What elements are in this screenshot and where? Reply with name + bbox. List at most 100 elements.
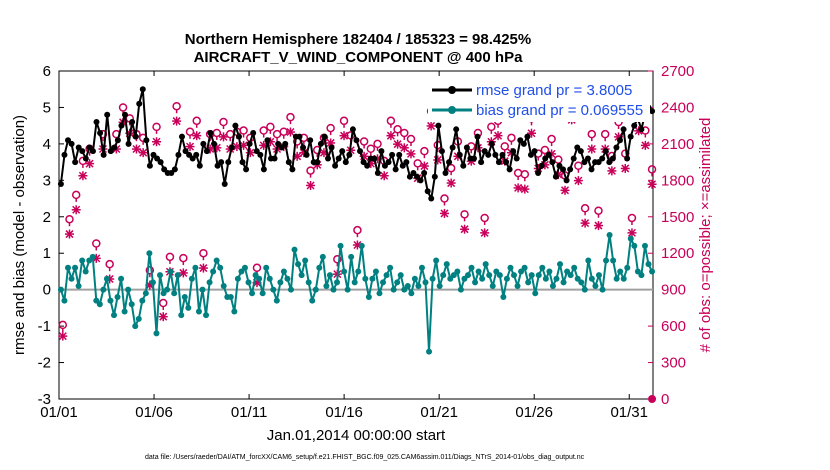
bias-point [241, 264, 248, 271]
obs-assimilated-marker [647, 179, 657, 189]
bias-point [132, 323, 139, 330]
bias-point [185, 304, 192, 311]
rmse-point [549, 159, 556, 166]
bias-point [578, 279, 585, 286]
y-tick-label: 4 [43, 136, 51, 153]
bias-point [486, 272, 493, 279]
rmse-point [609, 155, 616, 162]
bias-point [266, 275, 273, 282]
rmse-point [339, 148, 346, 155]
bias-point [521, 264, 528, 271]
rmse-point [499, 151, 506, 158]
y-tick-label: -2 [38, 355, 51, 372]
rmse-point [193, 151, 200, 158]
bias-point [326, 272, 333, 279]
bias-point [199, 286, 206, 293]
bias-point [82, 268, 89, 275]
obs-assimilated-marker [85, 159, 95, 169]
obs-assimilated-marker [513, 183, 523, 193]
bias-point [231, 308, 238, 315]
bias-point [334, 279, 341, 286]
x-tick-label: 01/16 [325, 404, 363, 421]
rmse-point [552, 173, 559, 180]
bias-point [542, 275, 549, 282]
rmse-point [225, 159, 232, 166]
obs-assimilated-marker [580, 218, 590, 228]
rmse-point [424, 188, 431, 195]
bias-point [351, 279, 358, 286]
rmse-point [374, 170, 381, 177]
rmse-point [68, 140, 75, 147]
bias-point [256, 275, 263, 282]
bias-point [649, 268, 656, 275]
bias-point [57, 286, 64, 293]
bias-point [234, 275, 241, 282]
rmse-point [100, 151, 107, 158]
legend-box [428, 78, 650, 122]
obs-assimilated-marker [419, 161, 429, 171]
rmse-point [82, 155, 89, 162]
bias-point [372, 268, 379, 275]
rmse-point [132, 133, 139, 140]
rmse-point [346, 151, 353, 158]
bias-point [415, 283, 422, 290]
bias-point [546, 268, 553, 275]
legend-label-rmse: rmse grand pr = 3.8005 [476, 82, 632, 99]
bias-point [645, 261, 652, 268]
rmse-point [139, 86, 146, 93]
rmse-point [560, 166, 567, 173]
data-series [57, 86, 656, 355]
rmse-point [474, 133, 481, 140]
bias-point [433, 257, 440, 264]
bias-point [620, 275, 627, 282]
bias-point [613, 275, 620, 282]
rmse-point [503, 159, 510, 166]
x-axis-label: Jan.01,2014 00:00:00 start [267, 427, 446, 444]
bias-point [514, 283, 521, 290]
bias-point [61, 297, 68, 304]
bias-point [128, 301, 135, 308]
rmse-point [303, 151, 310, 158]
obs-assimilated-marker [587, 144, 597, 154]
bias-point [302, 257, 309, 264]
bias-point [436, 283, 443, 290]
y-right-tick-label: 900 [661, 282, 686, 299]
bias-point [603, 257, 610, 264]
x-tick-label: 01/01 [40, 404, 78, 421]
bias-point [64, 264, 71, 271]
x-tick-label: 01/31 [610, 404, 648, 421]
obs-assimilated-marker [78, 171, 88, 181]
rmse-point [435, 122, 442, 129]
rmse-point [61, 151, 68, 158]
bias-point [482, 261, 489, 268]
bias-point [369, 275, 376, 282]
rmse-point [221, 180, 228, 187]
bias-point [319, 253, 326, 260]
rmse-point [89, 148, 96, 155]
rmse-point [146, 162, 153, 169]
bias-point [510, 272, 517, 279]
rmse-point [282, 140, 289, 147]
bias-point [457, 286, 464, 293]
bias-point [309, 297, 316, 304]
obs-assimilated-marker [158, 312, 168, 322]
bias-point [588, 275, 595, 282]
y-right-tick-label: 1500 [661, 209, 694, 226]
bias-point [72, 264, 79, 271]
rmse-point [421, 170, 428, 177]
bias-point [121, 308, 128, 315]
obs-assimilated-marker [232, 142, 242, 152]
bias-point [631, 242, 638, 249]
obs-assimilated-marker [620, 163, 630, 173]
rmse-point [438, 148, 445, 155]
bias-point [291, 246, 298, 253]
rmse-point [649, 108, 656, 115]
bias-point [284, 275, 291, 282]
obs-assimilated-marker [399, 143, 409, 153]
rmse-point [118, 122, 125, 129]
bias-point [344, 286, 351, 293]
bias-point [118, 275, 125, 282]
bias-point [249, 290, 256, 297]
y-right-tick-label: 1800 [661, 172, 694, 189]
rmse-point [207, 129, 214, 136]
